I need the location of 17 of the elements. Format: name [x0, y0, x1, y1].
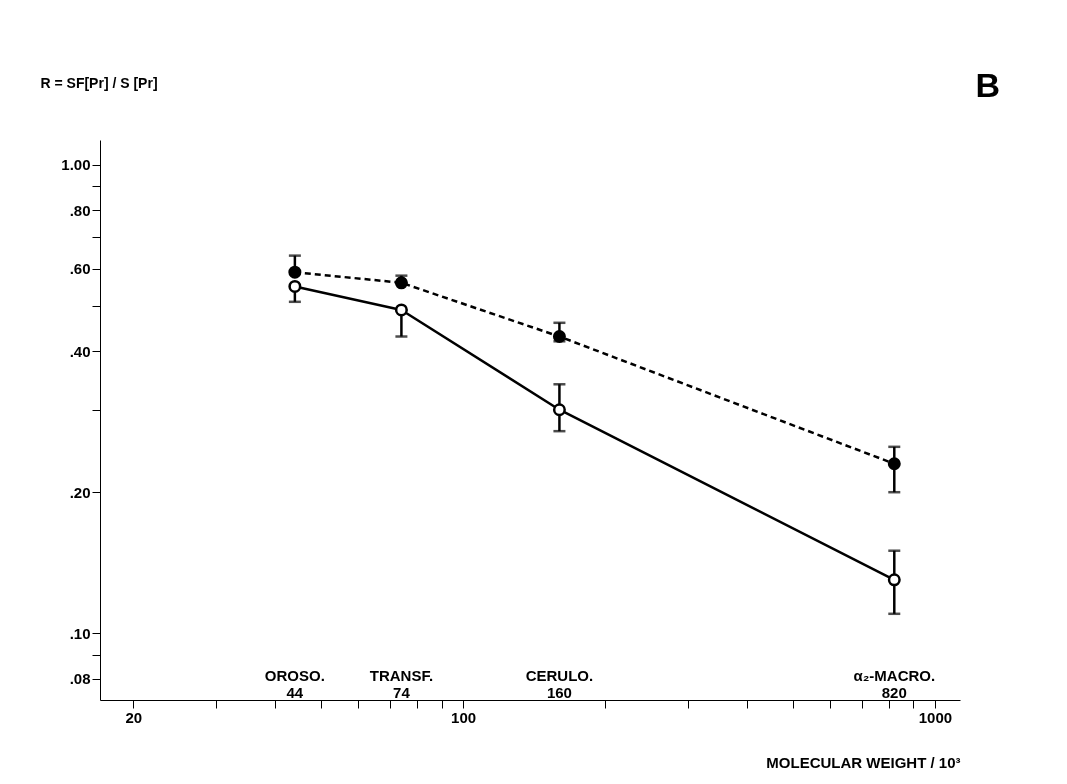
x-tick-label: 1000	[918, 708, 953, 726]
annotation: TRANSF. 74	[369, 667, 434, 701]
y-tick-label: .40	[69, 342, 91, 360]
text: B	[975, 66, 1000, 104]
x-tick-label: 20	[125, 708, 143, 726]
x-tick-label: 100	[451, 708, 477, 726]
y-tick-label: .60	[69, 260, 91, 278]
y-tick-label: .08	[69, 670, 91, 688]
annotation: OROSO. 44	[264, 667, 325, 701]
y-axis-title: R = SF[Pr] / S [Pr]	[40, 74, 158, 91]
y-tick-label: 1.00	[61, 156, 91, 174]
annotation: CERULO. 160	[525, 667, 594, 701]
y-tick-label: .10	[69, 624, 91, 642]
y-tick-label: .80	[69, 201, 91, 219]
y-tick-label: .20	[69, 483, 91, 501]
x-axis-title: MOLECULAR WEIGHT / 10³	[766, 753, 961, 771]
annotation: α₂-MACRO. 820	[853, 667, 936, 701]
